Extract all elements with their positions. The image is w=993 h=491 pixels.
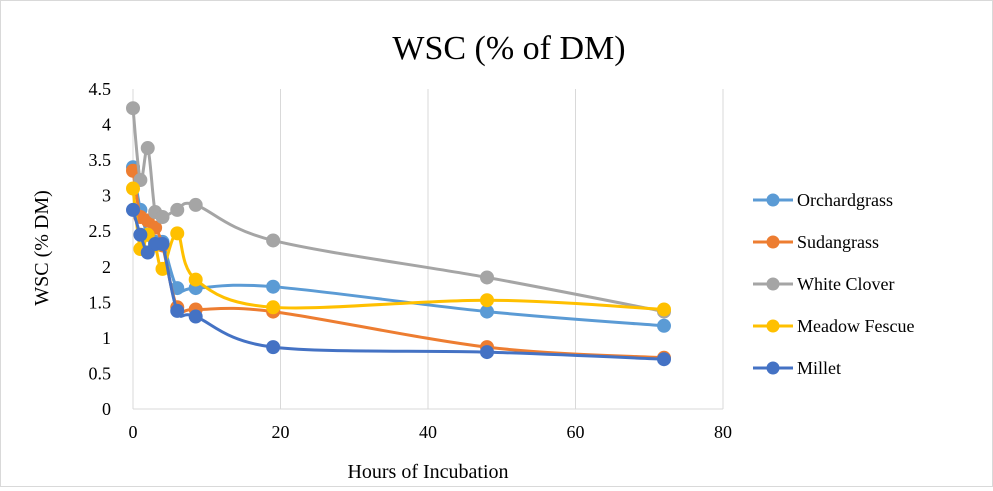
y-tick-label: 2.5 (89, 221, 112, 241)
data-point-meadow-fescue (266, 300, 281, 315)
y-tick-label: 4 (102, 115, 111, 135)
data-point-meadow-fescue (657, 302, 671, 317)
legend-swatch-marker-white-clover (766, 277, 780, 291)
data-point-millet (155, 237, 170, 252)
series-line-white-clover (131, 106, 666, 314)
series-lines (126, 101, 671, 367)
series-line-millet (131, 208, 666, 361)
legend-swatch-marker-millet (766, 361, 780, 375)
y-tick-label: 3.5 (89, 150, 112, 170)
legend: Orchardgrass Sudangrass White Clover Meadow… (753, 190, 914, 378)
y-tick-label: 3 (102, 186, 111, 206)
data-point-white-clover (188, 197, 203, 212)
y-tick-label: 1.5 (89, 292, 112, 312)
legend-swatch-marker-orchardgrass (766, 193, 780, 207)
data-point-white-clover (266, 233, 281, 248)
axes: 0 20 40 60 80 0 0.5 1 1.5 2 2.5 3 3.5 4 4.5 (89, 79, 733, 442)
chart-title: WSC (% of DM) (392, 30, 625, 67)
data-point-millet (133, 227, 148, 242)
x-axis-title: Hours of Incubation (347, 461, 508, 483)
data-point-white-clover (126, 101, 140, 116)
legend-item-meadow-fescue: Meadow Fescue (753, 316, 914, 336)
data-point-white-clover (155, 210, 170, 224)
series-millet (126, 202, 671, 367)
x-tick-label: 20 (272, 422, 290, 442)
data-point-white-clover (140, 141, 155, 156)
y-tick-label: 0.5 (89, 363, 112, 383)
legend-label: Millet (797, 358, 841, 378)
legend-item-sudangrass: Sudangrass (753, 232, 879, 252)
legend-label: Orchardgrass (797, 190, 893, 210)
data-point-white-clover (170, 202, 185, 217)
x-tick-label: 0 (129, 422, 138, 442)
x-tick-label: 60 (567, 422, 585, 442)
data-point-millet (657, 352, 671, 367)
legend-item-millet: Millet (753, 358, 841, 378)
data-point-millet (266, 340, 281, 355)
series-orchardgrass (126, 160, 671, 333)
y-tick-label: 1 (102, 328, 111, 348)
x-tick-label: 80 (714, 422, 732, 442)
data-point-millet (170, 303, 185, 318)
series-line-meadow-fescue (131, 187, 666, 311)
legend-label: Sudangrass (797, 232, 879, 252)
data-point-millet (126, 202, 140, 217)
legend-swatch-marker-meadow-fescue (766, 319, 780, 333)
series-white-clover (126, 101, 671, 319)
data-point-millet (480, 345, 494, 360)
data-point-orchardgrass (266, 279, 281, 294)
gridlines (280, 89, 724, 409)
data-point-meadow-fescue (126, 181, 140, 196)
data-point-millet (188, 309, 203, 324)
legend-item-orchardgrass: Orchardgrass (753, 190, 893, 210)
data-point-orchardgrass (657, 318, 671, 333)
legend-label: Meadow Fescue (797, 316, 914, 336)
y-tick-label: 2 (102, 257, 111, 277)
legend-label: White Clover (797, 274, 894, 294)
data-point-meadow-fescue (170, 226, 185, 241)
data-point-meadow-fescue (188, 272, 203, 287)
x-tick-label: 40 (419, 422, 437, 442)
legend-swatch-marker-sudangrass (766, 235, 780, 249)
data-point-meadow-fescue (480, 293, 494, 308)
y-tick-label: 4.5 (89, 79, 112, 99)
y-tick-label: 0 (102, 399, 111, 419)
legend-item-white-clover: White Clover (753, 274, 894, 294)
data-point-white-clover (480, 270, 494, 285)
y-axis-title: WSC (% DM) (31, 190, 53, 306)
